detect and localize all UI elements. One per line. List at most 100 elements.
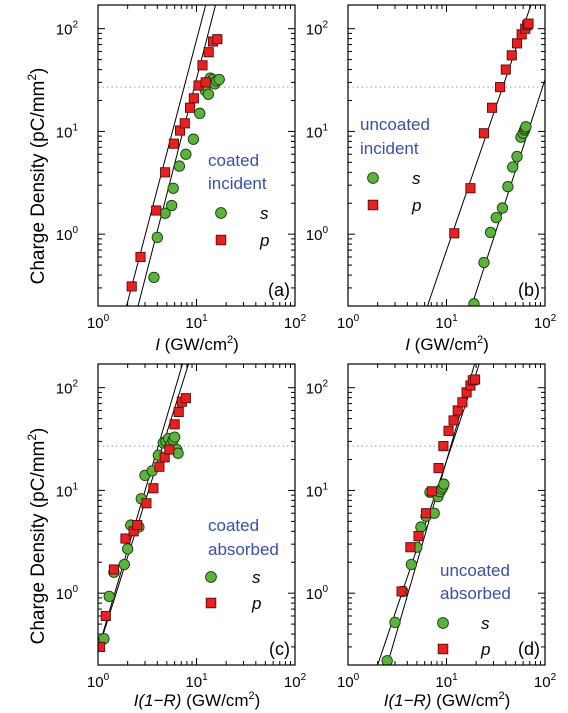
data-point-s [438, 478, 450, 490]
x-tick-label: 102 [534, 313, 557, 332]
data-point-p [396, 586, 407, 597]
panel-b: 100 101 102 100 101 102 (b) uncoated incident sp [306, 4, 557, 332]
data-point-p [500, 64, 511, 75]
annotation-line-1: coated [208, 151, 259, 170]
data-point-s [168, 431, 181, 443]
data-point-s [172, 447, 184, 459]
data-point-s [166, 199, 178, 212]
data-point-p [478, 128, 490, 139]
x-axis-label-italic: I [405, 335, 410, 354]
data-point-p [100, 610, 111, 622]
data-point-p [413, 530, 424, 542]
x-tick-label: 100 [87, 313, 110, 332]
data-point-p [433, 463, 444, 474]
y-tick-label: 102 [306, 379, 329, 398]
data-point-p [443, 425, 454, 436]
series-p [98, 393, 191, 652]
data-point-s [213, 73, 225, 86]
data-point-p [200, 77, 211, 88]
axes-frame [97, 4, 296, 307]
data-point-p [495, 82, 506, 93]
legend: sp [437, 614, 490, 659]
legend-s-marker [437, 617, 449, 629]
annotation-line-2: absorbed [440, 584, 511, 603]
axes-frame [347, 363, 546, 666]
legend-p-marker [205, 597, 217, 609]
legend: sp [367, 169, 421, 215]
y-axis-label-text: Charge Density (pC/mm [28, 81, 49, 285]
data-point-p [160, 167, 171, 178]
data-point-p [511, 38, 523, 49]
legend: sp [215, 204, 269, 250]
data-point-p [168, 138, 179, 149]
y-tick-label: 102 [306, 20, 329, 39]
x-axis-label-italic: I(1−R) [134, 691, 182, 710]
x-axis-label-d: I(1−R) (GW/cm2) [384, 690, 511, 710]
x-axis-label-end: ) [505, 691, 511, 710]
data-point-p [197, 60, 208, 71]
y-tick-label: 101 [56, 122, 79, 141]
data-point-p [180, 393, 191, 404]
legend-s-label: s [412, 169, 421, 188]
legend-p-label: p [259, 231, 269, 250]
series-s [148, 72, 225, 284]
x-axis-label-text: (GW/cm [410, 335, 477, 354]
data-point-p [448, 415, 459, 426]
axis-ticks [347, 364, 546, 666]
y-tick-label: 100 [306, 225, 329, 244]
annotation-line-2: incident [360, 139, 419, 158]
data-point-s [389, 616, 401, 629]
data-point-p [179, 118, 190, 129]
y-tick-label: 101 [56, 481, 79, 500]
data-point-s [502, 181, 514, 193]
y-tick-label: 100 [56, 584, 79, 603]
x-tick-label: 102 [284, 313, 307, 332]
x-axis-label-italic: I(1−R) [384, 691, 432, 710]
x-tick-label: 100 [87, 672, 110, 691]
legend-s-marker [367, 172, 379, 184]
data-point-p [132, 520, 143, 531]
series-s [98, 431, 184, 645]
data-point-p [486, 102, 498, 113]
data-point-p [126, 281, 137, 292]
data-point-s [415, 521, 427, 533]
data-point-p [405, 542, 416, 553]
axes-frame [347, 4, 546, 307]
data-point-p [188, 93, 199, 104]
data-point-s [405, 558, 418, 571]
data-point-p [203, 47, 214, 58]
data-point-p [135, 251, 146, 263]
data-point-p [457, 397, 468, 408]
data-point-s [180, 148, 192, 160]
data-point-s [381, 655, 393, 665]
data-point-p [449, 228, 460, 239]
y-axis-label-text: Charge Density (pC/mm [28, 441, 49, 645]
data-point-p [212, 34, 223, 45]
data-point-p [523, 18, 534, 29]
y-tick-label: 100 [56, 225, 79, 244]
data-point-p [141, 498, 152, 509]
data-point-p [151, 205, 162, 216]
data-point-s [103, 590, 115, 603]
data-point-s [490, 211, 502, 224]
data-point-s [202, 88, 215, 100]
annotation-line-1: uncoated [440, 561, 510, 580]
series-p [449, 18, 534, 239]
annotation-line-1: uncoated [360, 115, 430, 134]
legend-p-label: p [251, 594, 261, 613]
data-point-p [506, 50, 517, 61]
data-point-s [507, 161, 519, 173]
legend-p-label: p [480, 640, 490, 659]
data-point-s [122, 543, 134, 555]
data-point-p [154, 461, 165, 472]
y-axis-label-sup: 2 [25, 74, 39, 81]
x-axis-label-b: I (GW/cm2) [405, 334, 489, 354]
data-point-p [98, 641, 106, 652]
legend-s-marker [205, 571, 217, 583]
y-tick-label: 102 [56, 20, 79, 39]
legend-s-marker [215, 207, 227, 219]
panel-label: (d) [518, 639, 540, 659]
y-tick-label: 102 [56, 379, 79, 398]
y-axis-label-top: Charge Density (pC/mm2) [25, 68, 49, 285]
